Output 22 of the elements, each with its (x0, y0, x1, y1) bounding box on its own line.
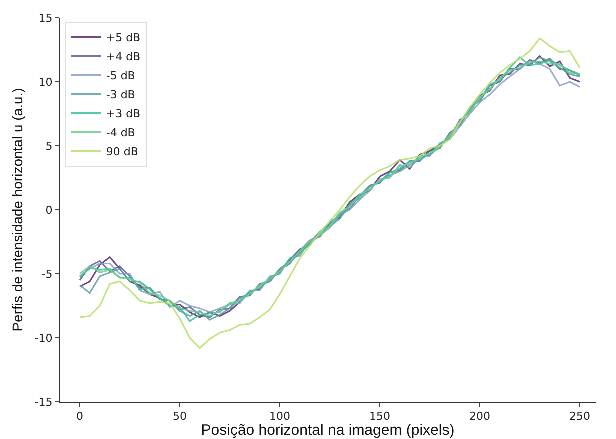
x-tick-label: 50 (173, 410, 187, 424)
x-axis-title: Posição horizontal na imagem (pixels) (201, 422, 455, 439)
x-tick-label: 250 (570, 410, 590, 424)
y-tick-label: -10 (34, 332, 53, 345)
x-tick-label: 200 (470, 410, 490, 424)
x-tick-label: 0 (76, 410, 84, 424)
legend-label: -5 dB (106, 70, 136, 83)
x-tick-label: 150 (370, 410, 390, 424)
y-axis-title: Perfis de intensidade horizontal u (a.u.) (9, 88, 26, 332)
legend-label: -4 dB (106, 126, 136, 140)
legend-label: +3 dB (106, 108, 141, 121)
y-tick-label: -15 (34, 396, 53, 409)
y-tick-label: 10 (38, 76, 53, 89)
y-tick-label: 15 (38, 12, 53, 25)
x-tick-label: 100 (270, 410, 290, 424)
legend-label: -3 dB (106, 88, 136, 102)
y-tick-label: 0 (46, 204, 53, 217)
legend-label: +5 dB (106, 32, 141, 45)
legend-label: 90 dB (106, 146, 138, 159)
legend-label: +4 dB (106, 50, 141, 64)
y-tick-label: 5 (46, 140, 53, 153)
y-tick-label: -5 (42, 268, 53, 281)
